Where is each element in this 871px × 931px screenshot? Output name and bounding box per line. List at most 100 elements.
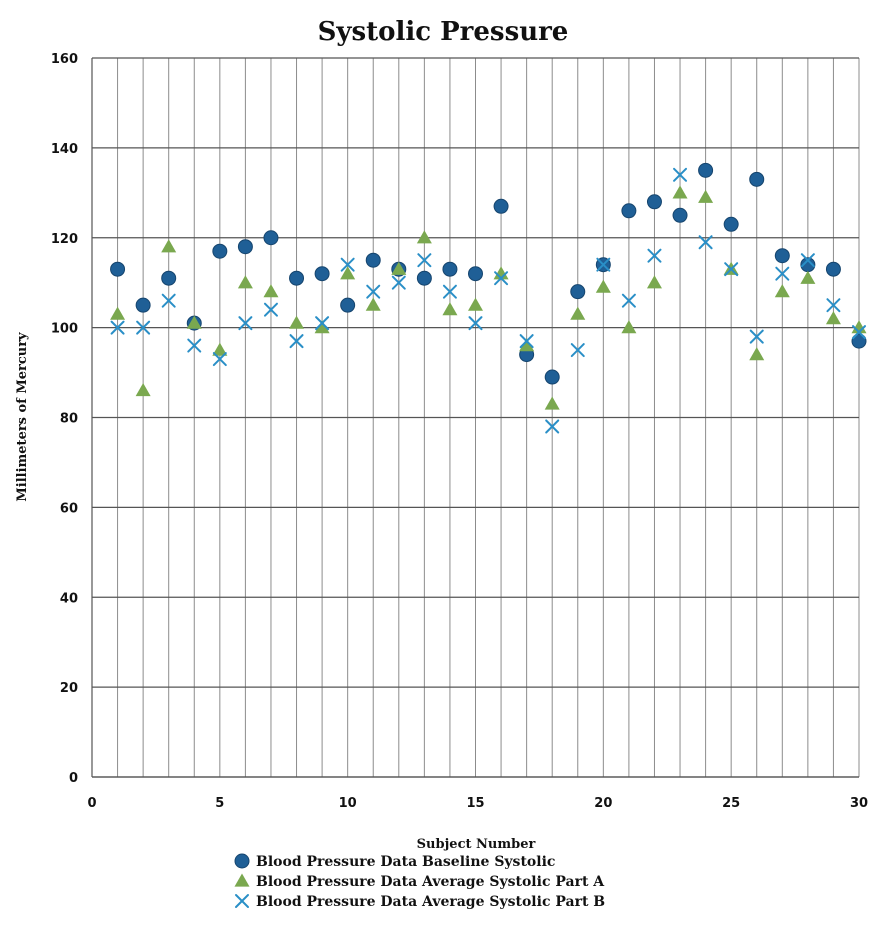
data-point-x [775, 266, 790, 281]
data-point-triangle [110, 306, 126, 320]
data-point-x [238, 316, 253, 331]
data-point-x [340, 257, 355, 272]
data-point-triangle [672, 185, 688, 199]
legend-marker-x [235, 894, 249, 908]
data-point-circle [621, 203, 637, 219]
data-point-circle [135, 297, 151, 313]
data-point-triangle [416, 230, 432, 244]
data-point-triangle [646, 275, 662, 289]
tick-labels: 0 20 40 60 80 100 120 140 160 0 5 10 15 20 25 30 [51, 52, 868, 811]
data-point-triangle [237, 275, 253, 289]
x-tick-label: 0 [87, 796, 96, 811]
data-point-x [698, 235, 713, 250]
data-point-circle [825, 261, 841, 277]
data-point-circle [851, 333, 867, 349]
legend: Blood Pressure Data Baseline Systolic Blo… [234, 853, 605, 910]
legend-marker-circle [234, 853, 250, 869]
data-point-triangle [391, 261, 407, 275]
data-point-circle [289, 270, 305, 286]
legend-label: Blood Pressure Data Average Systolic Par… [256, 894, 605, 910]
data-point-circle [263, 230, 279, 246]
data-point-circle [416, 270, 432, 286]
x-tick-label: 10 [339, 796, 357, 811]
legend-marker-triangle [234, 873, 250, 887]
data-point-x [724, 262, 739, 277]
y-tick-label: 120 [51, 232, 78, 247]
data-point-x [494, 271, 509, 286]
data-point-x [519, 334, 534, 349]
data-point-triangle [340, 266, 356, 280]
data-series [110, 162, 867, 434]
y-tick-label: 0 [69, 771, 78, 786]
data-point-circle [774, 248, 790, 264]
data-point-circle [237, 239, 253, 255]
data-point-triangle [365, 297, 381, 311]
data-point-x [673, 167, 688, 182]
data-point-x [621, 293, 636, 308]
data-point-triangle [570, 306, 586, 320]
data-point-triangle [135, 383, 151, 397]
data-point-triangle [442, 302, 458, 316]
grid-lines [91, 57, 860, 778]
data-point-x [442, 284, 457, 299]
series-x [110, 167, 866, 434]
data-point-circle [468, 266, 483, 282]
x-tick-label: 15 [466, 796, 484, 811]
data-point-x [187, 338, 202, 353]
data-point-x [826, 298, 841, 313]
data-point-x [136, 320, 151, 335]
data-point-triangle [519, 338, 535, 352]
data-point-x [545, 419, 560, 434]
data-point-x [800, 253, 815, 268]
y-tick-label: 160 [51, 52, 78, 67]
legend-item: Blood Pressure Data Baseline Systolic [234, 853, 555, 870]
data-point-triangle [186, 315, 202, 329]
legend-item: Blood Pressure Data Average Systolic Par… [235, 894, 605, 910]
y-tick-label: 60 [60, 501, 78, 516]
data-point-circle [212, 243, 228, 259]
data-point-triangle [774, 284, 790, 298]
data-point-triangle [595, 279, 611, 293]
data-point-circle [161, 270, 177, 286]
data-point-triangle [289, 315, 305, 329]
data-point-circle [365, 252, 381, 268]
legend-item: Blood Pressure Data Average Systolic Par… [234, 873, 605, 890]
data-point-x [852, 325, 866, 340]
data-point-circle [544, 369, 560, 385]
series-circle [110, 162, 867, 385]
data-point-x [749, 329, 764, 344]
data-point-triangle [825, 311, 841, 325]
data-point-triangle [493, 266, 509, 280]
data-point-circle [493, 198, 509, 214]
y-tick-label: 40 [60, 591, 78, 606]
data-point-x [647, 248, 662, 263]
data-point-x [212, 352, 227, 367]
data-point-triangle [263, 284, 279, 298]
data-point-circle [340, 297, 356, 313]
data-point-x [263, 302, 278, 317]
data-point-triangle [212, 342, 228, 356]
legend-label: Blood Pressure Data Baseline Systolic [256, 854, 555, 870]
data-point-triangle [544, 396, 560, 410]
data-point-triangle [468, 297, 483, 311]
data-point-x [161, 293, 176, 308]
y-tick-label: 140 [51, 142, 78, 157]
data-point-x [417, 253, 432, 268]
data-point-triangle [314, 320, 330, 334]
data-point-x [289, 334, 304, 349]
data-point-circle [672, 207, 688, 223]
y-tick-label: 100 [51, 322, 78, 337]
data-point-circle [110, 261, 126, 277]
chart-title: Systolic Pressure [318, 17, 569, 47]
data-point-circle [749, 171, 765, 187]
x-tick-label: 25 [722, 796, 740, 811]
data-point-triangle [698, 189, 714, 203]
data-point-circle [314, 266, 330, 282]
data-point-circle [698, 162, 714, 178]
y-tick-label: 20 [60, 681, 78, 696]
data-point-triangle [851, 320, 867, 334]
data-point-circle [570, 284, 586, 300]
series-triangle [110, 185, 867, 410]
data-point-x [391, 275, 406, 290]
